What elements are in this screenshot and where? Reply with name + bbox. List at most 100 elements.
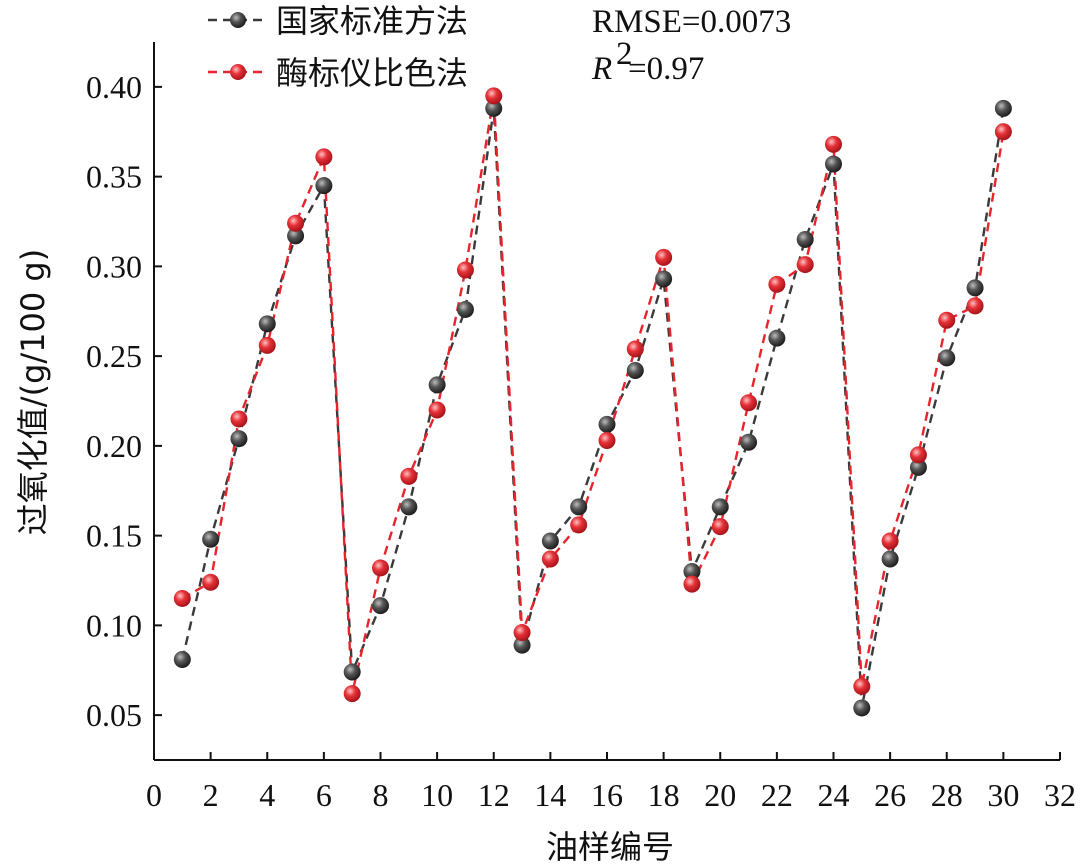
data-point-enzyme	[230, 410, 248, 428]
data-point-standard	[626, 361, 644, 379]
x-axis-title: 油样编号	[546, 828, 674, 866]
x-tick-label: 18	[648, 777, 680, 813]
x-tick-label: 12	[478, 777, 510, 813]
legend-label-standard: 国家标准方法	[276, 2, 468, 40]
rmse-annotation: RMSE=0.0073	[592, 4, 791, 40]
data-point-enzyme	[655, 248, 673, 266]
y-axis-title: 过氧化值/(g/100 g)	[14, 249, 52, 535]
x-tick-label: 10	[421, 777, 453, 813]
data-point-standard	[711, 498, 729, 516]
data-point-standard	[400, 498, 418, 516]
data-point-enzyme	[994, 123, 1012, 141]
data-point-enzyme	[909, 446, 927, 464]
series-lines	[181, 95, 1005, 709]
data-point-enzyme	[853, 677, 871, 695]
data-point-enzyme	[966, 297, 984, 315]
data-point-standard	[966, 279, 984, 297]
y-tick-label: 0.40	[86, 69, 142, 105]
y-ticks: 0.05 0.10 0.15 0.20 0.25 0.30 0.35 0.40	[86, 69, 162, 733]
y-tick-label: 0.30	[86, 248, 142, 284]
x-tick-label: 14	[534, 777, 566, 813]
data-point-standard	[230, 430, 248, 448]
data-point-enzyme	[315, 148, 333, 166]
x-tick-label: 20	[704, 777, 736, 813]
data-point-standard	[456, 300, 474, 318]
data-point-enzyme	[456, 261, 474, 279]
data-point-standard	[202, 530, 220, 548]
data-point-enzyme	[796, 256, 814, 274]
data-point-enzyme	[711, 518, 729, 536]
data-point-enzyme	[485, 87, 503, 105]
series-line-enzyme	[181, 95, 1005, 694]
data-point-standard	[796, 230, 814, 248]
series-line-standard	[181, 108, 1005, 709]
x-tick-label: 28	[931, 777, 963, 813]
data-point-enzyme	[428, 401, 446, 419]
legend-marker-enzyme	[230, 64, 246, 80]
data-point-enzyme	[683, 575, 701, 593]
x-tick-label: 4	[259, 777, 275, 813]
x-tick-label: 22	[761, 777, 793, 813]
data-point-enzyme	[173, 589, 191, 607]
data-point-standard	[372, 597, 389, 615]
data-point-standard	[598, 415, 616, 433]
y-tick-label: 0.15	[86, 518, 142, 554]
data-point-enzyme	[626, 340, 644, 358]
data-point-enzyme	[541, 550, 559, 568]
data-point-standard	[258, 315, 276, 333]
y-tick-label: 0.05	[86, 697, 142, 733]
x-tick-label: 32	[1044, 777, 1076, 813]
data-point-standard	[683, 563, 701, 581]
data-point-enzyme	[343, 685, 361, 703]
data-point-enzyme	[372, 559, 389, 577]
r2-exponent: 2	[616, 36, 633, 72]
data-point-standard	[825, 155, 842, 173]
data-point-standard	[343, 663, 361, 681]
data-point-enzyme	[570, 516, 588, 534]
legend-label-enzyme: 酶标仪比色法	[276, 54, 468, 92]
data-point-standard	[938, 349, 956, 367]
data-point-enzyme	[287, 214, 305, 232]
r2-annotation: R 2 =0.97	[591, 36, 704, 87]
data-point-enzyme	[740, 394, 758, 412]
data-point-enzyme	[768, 275, 786, 293]
x-tick-label: 0	[146, 777, 162, 813]
legend: 国家标准方法 酶标仪比色法	[208, 2, 468, 92]
y-tick-label: 0.20	[86, 428, 142, 464]
x-tick-label: 26	[874, 777, 906, 813]
data-point-enzyme	[598, 431, 616, 449]
x-tick-label: 6	[316, 777, 332, 813]
x-tick-label: 16	[591, 777, 623, 813]
data-point-standard	[994, 99, 1012, 117]
r2-value: =0.97	[628, 51, 704, 87]
data-point-standard	[853, 699, 871, 717]
data-point-standard	[768, 329, 786, 347]
data-point-enzyme	[881, 532, 899, 550]
data-point-standard	[315, 177, 333, 195]
y-tick-label: 0.25	[86, 338, 142, 374]
legend-item-enzyme: 酶标仪比色法	[208, 54, 468, 92]
x-tick-label: 8	[373, 777, 389, 813]
data-point-standard	[287, 227, 305, 245]
legend-item-standard: 国家标准方法	[208, 2, 468, 40]
legend-marker-standard	[230, 12, 246, 28]
r2-symbol: R	[591, 51, 612, 87]
data-point-standard	[740, 433, 758, 451]
x-ticks: 0 2 4 6 8 10 12 14 16 18 20 22 24 26 28 30 32	[146, 752, 1076, 813]
y-tick-label: 0.35	[86, 159, 142, 195]
data-point-standard	[909, 458, 927, 476]
x-tick-label: 2	[203, 777, 219, 813]
data-point-enzyme	[202, 573, 220, 591]
data-point-standard	[513, 636, 531, 654]
series-points	[173, 87, 1012, 717]
y-tick-label: 0.10	[86, 607, 142, 643]
data-point-enzyme	[825, 135, 842, 153]
data-point-enzyme	[513, 624, 531, 642]
data-point-standard	[173, 650, 191, 668]
data-point-standard	[485, 99, 503, 117]
x-tick-label: 24	[818, 777, 850, 813]
data-point-standard	[655, 270, 673, 288]
data-point-standard	[570, 498, 588, 516]
data-point-standard	[541, 532, 559, 550]
